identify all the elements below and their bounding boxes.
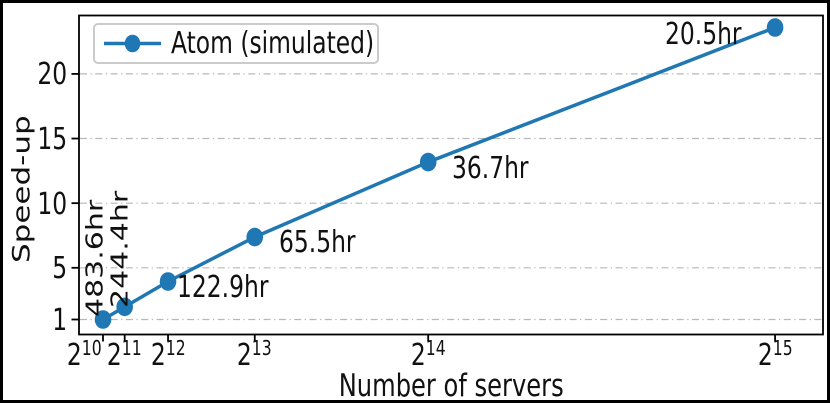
- y-tick-label: 15: [37, 122, 67, 158]
- point-annotation: 36.7hr: [452, 151, 529, 186]
- legend-label: Atom (simulated): [171, 25, 375, 61]
- point-annotation: 244.4hr: [106, 190, 134, 308]
- data-point-marker: [766, 18, 784, 37]
- data-point-marker: [94, 310, 112, 329]
- point-annotation: 483.6hr: [81, 199, 109, 317]
- y-tick-label: 10: [37, 186, 67, 222]
- legend-box: Atom (simulated): [93, 23, 379, 64]
- plot-area: [71, 14, 824, 342]
- legend-line-marker-icon: [104, 34, 161, 53]
- y-axis-label: Speed-up: [7, 115, 36, 263]
- axes-frame: [78, 14, 824, 336]
- data-point-marker: [246, 227, 264, 247]
- point-annotation: 65.5hr: [279, 225, 356, 260]
- y-tick-label: 5: [52, 251, 67, 287]
- data-point-marker: [116, 297, 133, 317]
- point-annotation: 122.9hr: [177, 270, 269, 305]
- data-point-marker: [419, 152, 437, 172]
- y-tick-label: 1: [52, 303, 67, 338]
- data-point-marker: [159, 272, 177, 291]
- y-tick-label: 20: [37, 57, 67, 93]
- point-annotation: 20.5hr: [665, 17, 742, 52]
